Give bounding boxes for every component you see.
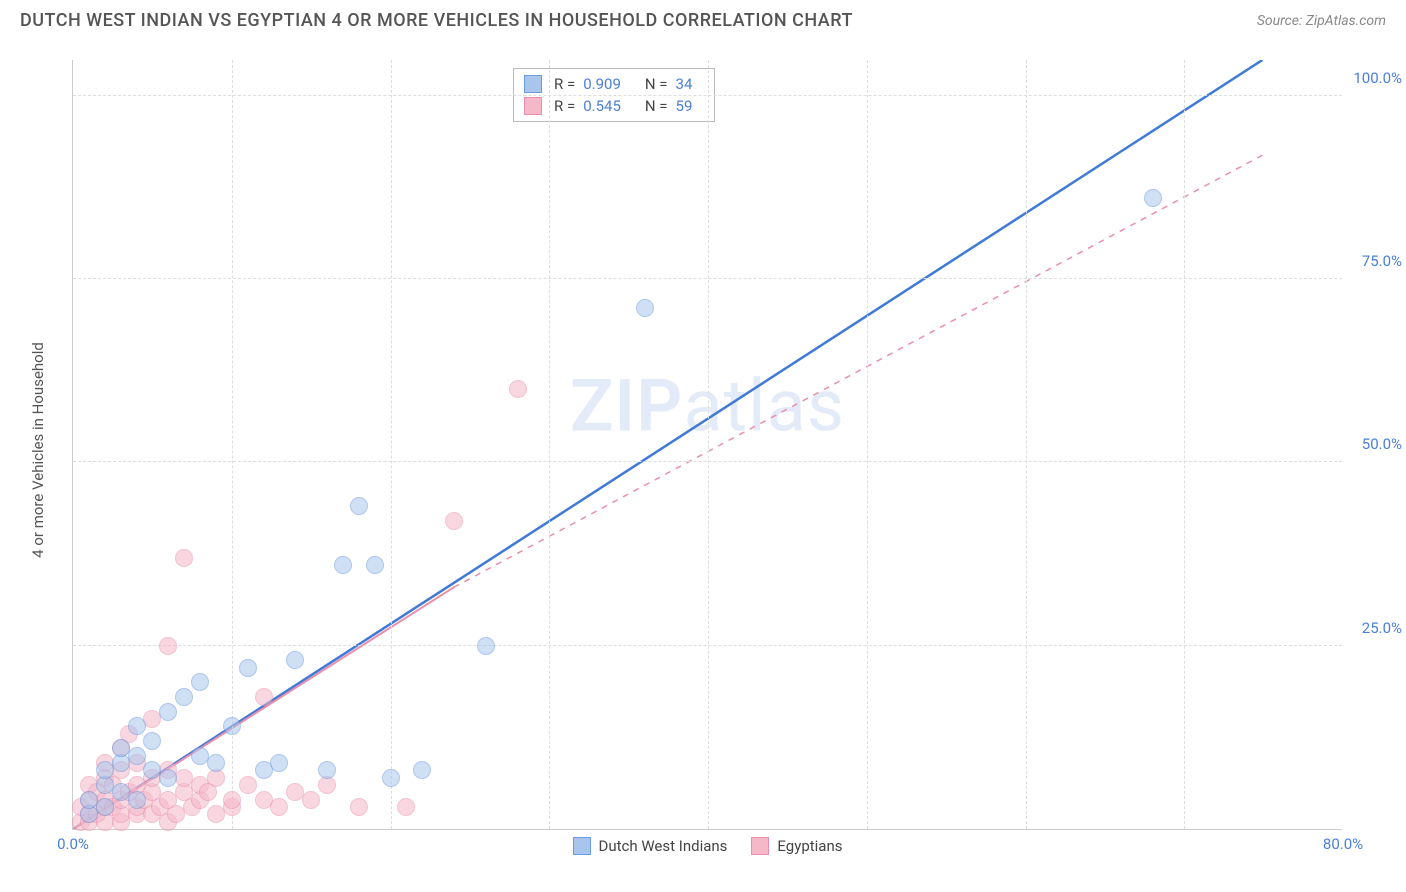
scatter-point bbox=[191, 673, 209, 691]
scatter-point bbox=[159, 769, 177, 787]
scatter-point bbox=[397, 798, 415, 816]
scatter-point bbox=[270, 798, 288, 816]
y-tick-label: 100.0% bbox=[1353, 69, 1402, 87]
stats-row: R = 0.909 N = 34 bbox=[524, 73, 704, 95]
legend-swatch bbox=[524, 75, 542, 93]
plot-area: ZIPatlas R =0.909N =34R =0.545N =59 Dutc… bbox=[72, 60, 1342, 830]
scatter-point bbox=[223, 717, 241, 735]
gridline-v bbox=[867, 60, 868, 829]
scatter-point bbox=[128, 791, 146, 809]
scatter-point bbox=[477, 637, 495, 655]
stat-n-label: N = bbox=[645, 97, 668, 115]
gridline-v bbox=[708, 60, 709, 829]
legend-swatch bbox=[751, 837, 769, 855]
gridline-v bbox=[391, 60, 392, 829]
y-tick-label: 75.0% bbox=[1362, 252, 1402, 270]
scatter-point bbox=[382, 769, 400, 787]
x-tick-label: 80.0% bbox=[1323, 835, 1363, 853]
legend-swatch bbox=[524, 97, 542, 115]
trend-line-dashed bbox=[454, 155, 1263, 587]
source-label: Source: ZipAtlas.com bbox=[1257, 13, 1386, 29]
scatter-point bbox=[413, 761, 431, 779]
scatter-point bbox=[350, 497, 368, 515]
stat-r-value: 0.545 bbox=[583, 97, 621, 115]
scatter-point bbox=[143, 732, 161, 750]
watermark-zip: ZIP bbox=[570, 364, 683, 449]
y-tick-label: 50.0% bbox=[1362, 435, 1402, 453]
scatter-point bbox=[302, 791, 320, 809]
scatter-point bbox=[159, 703, 177, 721]
scatter-point bbox=[636, 299, 654, 317]
stats-row: R = 0.545 N = 59 bbox=[524, 95, 704, 117]
scatter-point bbox=[318, 761, 336, 779]
legend-swatch bbox=[573, 837, 591, 855]
scatter-point bbox=[334, 556, 352, 574]
stat-n-value: 34 bbox=[676, 75, 693, 93]
scatter-point bbox=[207, 754, 225, 772]
chart-container: 4 or more Vehicles in Household ZIPatlas… bbox=[52, 50, 1392, 850]
stat-n-value: 59 bbox=[676, 97, 693, 115]
legend-item: Egyptians bbox=[751, 837, 842, 855]
scatter-point bbox=[96, 798, 114, 816]
trend-line bbox=[73, 60, 1262, 829]
scatter-point bbox=[239, 776, 257, 794]
scatter-point bbox=[445, 512, 463, 530]
scatter-point bbox=[286, 651, 304, 669]
legend-series-name: Egyptians bbox=[777, 837, 842, 855]
gridline-v bbox=[232, 60, 233, 829]
scatter-point bbox=[223, 791, 241, 809]
scatter-point bbox=[1144, 189, 1162, 207]
scatter-point bbox=[159, 637, 177, 655]
scatter-point bbox=[175, 688, 193, 706]
legend-item: Dutch West Indians bbox=[573, 837, 728, 855]
stat-n-label: N = bbox=[645, 75, 668, 93]
scatter-point bbox=[509, 380, 527, 398]
stat-r-label: R = bbox=[554, 97, 575, 115]
scatter-point bbox=[350, 798, 368, 816]
scatter-point bbox=[175, 549, 193, 567]
legend-series-name: Dutch West Indians bbox=[599, 837, 728, 855]
scatter-point bbox=[239, 659, 257, 677]
scatter-point bbox=[270, 754, 288, 772]
y-tick-label: 25.0% bbox=[1362, 619, 1402, 637]
stat-r-label: R = bbox=[554, 75, 575, 93]
gridline-v bbox=[549, 60, 550, 829]
scatter-point bbox=[255, 688, 273, 706]
series-legend: Dutch West Indians Egyptians bbox=[573, 837, 843, 855]
x-tick-label: 0.0% bbox=[57, 835, 89, 853]
scatter-point bbox=[128, 747, 146, 765]
scatter-point bbox=[128, 717, 146, 735]
chart-title: DUTCH WEST INDIAN VS EGYPTIAN 4 OR MORE … bbox=[20, 10, 853, 31]
gridline-v bbox=[1026, 60, 1027, 829]
stat-r-value: 0.909 bbox=[583, 75, 621, 93]
y-axis-label: 4 or more Vehicles in Household bbox=[29, 342, 47, 558]
scatter-point bbox=[366, 556, 384, 574]
gridline-v bbox=[1184, 60, 1185, 829]
